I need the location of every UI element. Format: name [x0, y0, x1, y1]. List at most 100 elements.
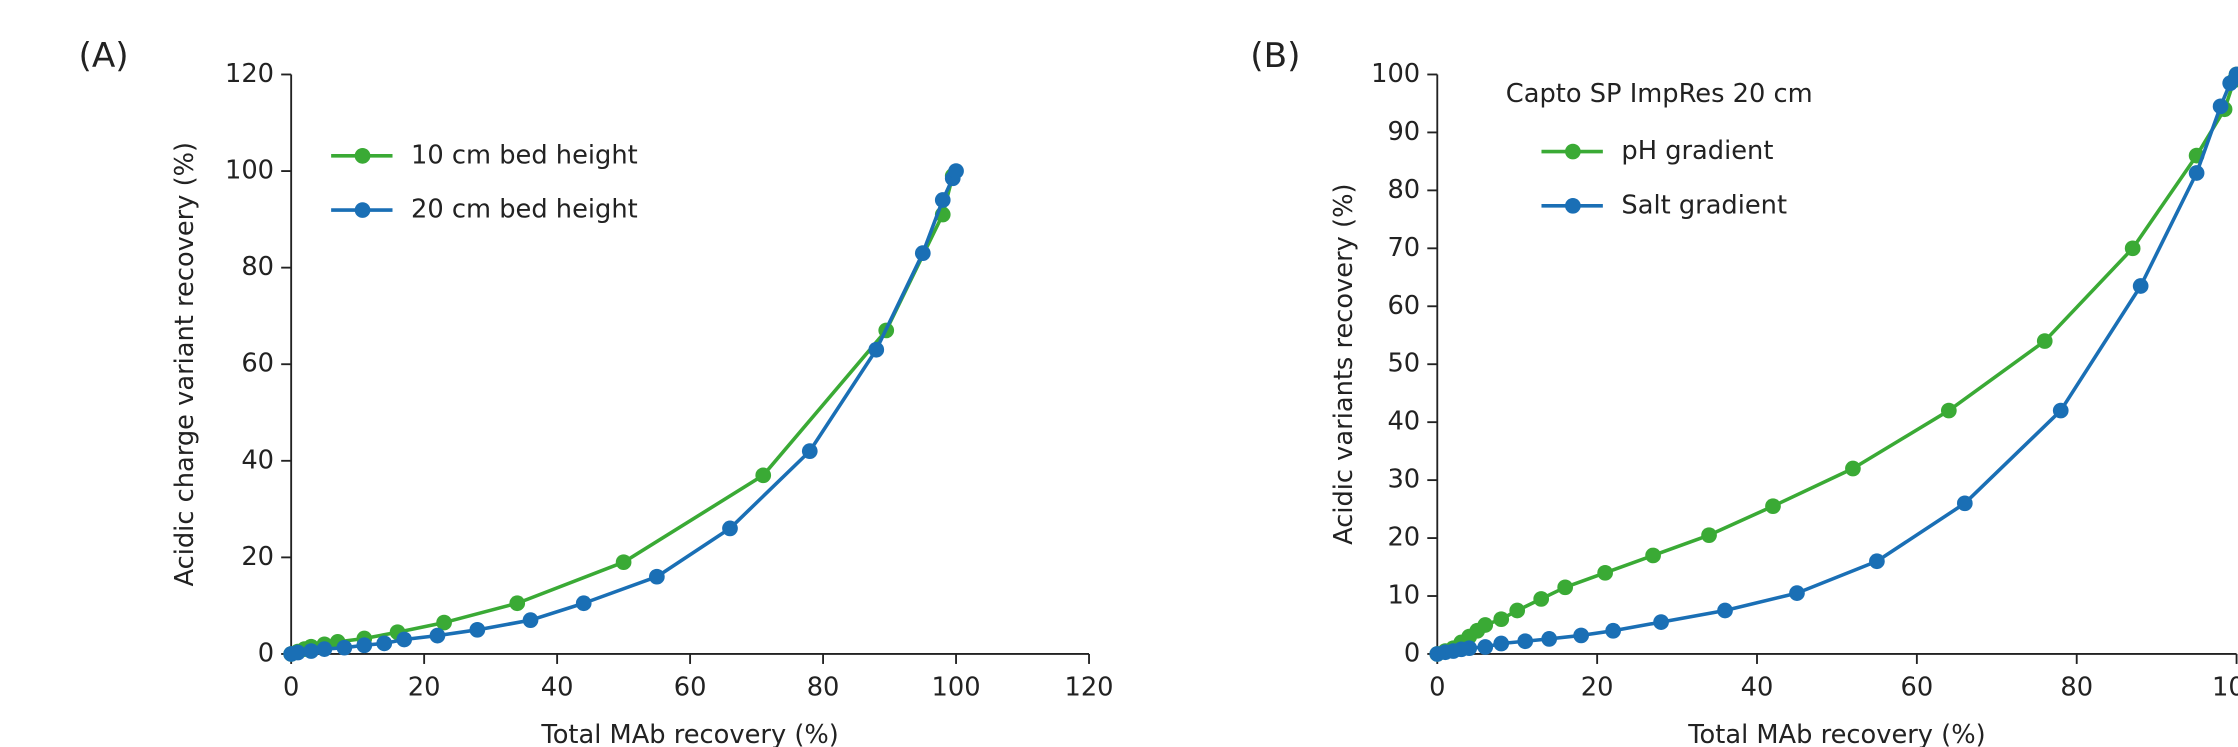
y-tick-label: 100	[225, 156, 274, 186]
data-point	[1597, 564, 1613, 581]
data-point	[316, 641, 333, 657]
axis	[1436, 74, 2237, 655]
x-axis-label: Total MAb recovery (%)	[540, 720, 838, 747]
x-tick-label: 20	[1581, 673, 1614, 703]
y-tick-label: 40	[1387, 407, 1420, 437]
data-point	[722, 520, 738, 537]
data-point	[1701, 527, 1717, 544]
y-tick-label: 70	[1387, 233, 1420, 263]
legend-marker	[1565, 143, 1581, 160]
legend-label: pH gradient	[1621, 136, 1773, 166]
legend-marker	[354, 202, 371, 218]
data-point	[649, 568, 665, 585]
y-tick-label: 120	[225, 59, 274, 89]
y-tick-label: 50	[1387, 349, 1420, 379]
legend-label: Salt gradient	[1621, 190, 1787, 220]
data-point	[1493, 635, 1510, 652]
data-point	[1557, 579, 1574, 596]
x-tick-label: 40	[541, 673, 574, 703]
data-point	[1717, 602, 1733, 619]
y-axis-label: Acidic variants recovery (%)	[1329, 184, 1359, 545]
data-point	[615, 554, 632, 571]
x-axis-label: Total MAb recovery (%)	[1687, 720, 1985, 747]
data-point	[1477, 617, 1494, 633]
data-point	[2124, 240, 2141, 257]
data-point	[1573, 627, 1590, 644]
data-point	[1509, 602, 1526, 619]
series-line	[290, 175, 955, 656]
x-tick-label: 40	[1741, 673, 1774, 703]
x-tick-label: 60	[1901, 673, 1934, 703]
data-point	[1869, 553, 1885, 570]
data-point	[1845, 460, 1861, 477]
data-point	[868, 341, 885, 358]
y-axis-label: Acidic charge variant recovery (%)	[170, 142, 200, 587]
data-point	[1517, 633, 1534, 650]
y-tick-label: 20	[1387, 523, 1420, 553]
y-tick-label: 20	[241, 542, 274, 572]
y-tick-label: 0	[1404, 638, 1420, 668]
x-tick-label: 0	[283, 673, 299, 703]
data-point	[509, 595, 526, 612]
x-tick-label: 80	[2060, 673, 2093, 703]
data-point	[801, 443, 818, 459]
y-tick-label: 100	[1371, 59, 1420, 89]
data-point	[2052, 402, 2069, 419]
legend-marker	[1565, 197, 1581, 214]
data-point	[1645, 547, 1661, 564]
data-point	[934, 192, 951, 208]
data-point	[1956, 495, 1973, 512]
data-point	[1789, 585, 1805, 601]
data-point	[429, 627, 446, 644]
legend-title: Capto SP ImpRes 20 cm	[1506, 79, 1813, 109]
data-point	[336, 639, 353, 656]
data-point	[1477, 639, 1494, 655]
data-point	[469, 621, 486, 638]
y-tick-label: 80	[1387, 175, 1420, 205]
y-tick-label: 60	[1387, 291, 1420, 321]
data-point	[1765, 498, 1781, 515]
x-tick-label: 120	[1065, 673, 1114, 703]
panel-label: (B)	[1250, 36, 1300, 76]
data-point	[2188, 165, 2205, 181]
y-tick-label: 10	[1387, 581, 1420, 611]
data-point	[289, 644, 306, 661]
y-tick-label: 90	[1387, 117, 1420, 147]
data-point	[2132, 278, 2149, 294]
y-tick-label: 40	[241, 445, 274, 475]
legend-label: 20 cm bed height	[411, 195, 638, 225]
x-tick-label: 0	[1429, 673, 1445, 703]
x-tick-label: 80	[807, 673, 840, 703]
data-point	[755, 467, 772, 484]
data-point	[1653, 614, 1669, 630]
data-point	[2212, 98, 2229, 115]
data-point	[1461, 640, 1478, 657]
data-point	[522, 612, 539, 629]
data-point	[303, 643, 319, 659]
y-tick-label: 80	[241, 252, 274, 282]
data-point	[2036, 333, 2053, 349]
x-tick-label: 100	[932, 673, 981, 703]
data-point	[376, 635, 393, 652]
legend-marker	[354, 147, 371, 164]
data-point	[914, 245, 931, 262]
x-tick-label: 60	[674, 673, 707, 703]
data-point	[1605, 622, 1621, 639]
y-tick-label: 60	[241, 349, 274, 379]
data-point	[1493, 611, 1510, 628]
y-tick-label: 0	[258, 638, 274, 668]
x-tick-label: 100	[2212, 673, 2238, 703]
x-tick-label: 20	[408, 673, 441, 703]
data-point	[436, 614, 452, 631]
data-point	[948, 163, 964, 179]
series-line	[1436, 73, 2238, 656]
legend-label: 10 cm bed height	[411, 140, 638, 170]
data-point	[1533, 591, 1550, 607]
series-line	[290, 170, 958, 656]
data-point	[1940, 402, 1957, 419]
data-point	[2228, 66, 2238, 83]
series-line	[1436, 73, 2238, 656]
panel-label: (A)	[79, 36, 129, 76]
